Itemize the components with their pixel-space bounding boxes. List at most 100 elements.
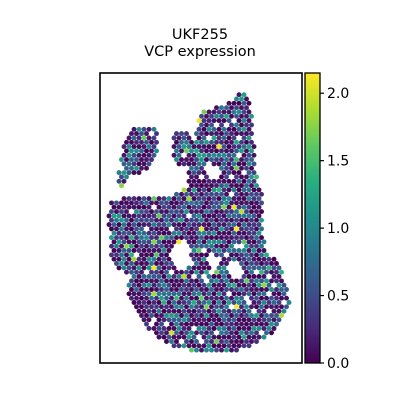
expression-spot [109,209,114,215]
expression-spot [221,256,227,262]
expression-spot [244,235,249,241]
expression-spot [246,187,252,193]
expression-spot [266,265,272,271]
expression-spot [241,308,247,314]
expression-spot [161,256,167,262]
expression-spot [206,213,212,219]
expression-spot [139,243,144,249]
expression-spot [229,217,234,223]
expression-spot [254,339,259,344]
expression-spot [129,261,134,266]
expression-spot [219,165,224,171]
expression-spot [144,252,149,258]
expression-spot [184,191,189,197]
expression-spot [226,152,232,158]
expression-spot [181,204,187,210]
expression-spot [251,256,257,262]
expression-spot [279,295,284,301]
expression-spot [284,287,289,292]
expression-spot [141,317,147,323]
expression-spot [241,152,247,158]
expression-spot [199,287,204,292]
expression-spot [256,239,262,245]
expression-spot [196,144,202,150]
expression-spot [166,334,172,340]
expression-spot [126,282,132,288]
expression-spot [164,287,169,292]
expression-spot [136,308,142,314]
expression-spot [136,152,142,158]
expression-spot [246,308,252,314]
expression-spot [221,222,227,228]
expression-spot [136,230,142,236]
expression-spot [119,261,124,266]
expression-spot [109,200,114,206]
expression-spot [214,131,219,137]
expression-spot [196,230,202,236]
expression-spot [211,308,217,314]
expression-spot [211,135,217,141]
expression-spot [246,326,252,331]
expression-spot [269,313,274,318]
expression-spot [136,274,142,279]
expression-spot [209,122,214,128]
expression-spot [206,274,212,279]
expression-spot [251,144,257,150]
expression-spot [219,226,224,232]
expression-spot [229,313,234,318]
expression-spot [226,144,232,150]
expression-spot [146,144,152,150]
expression-spot [239,304,244,310]
expression-spot [196,135,202,141]
expression-spot [166,239,172,245]
expression-spot [184,313,189,318]
expression-spot [119,200,124,206]
expression-spot [239,278,244,284]
expression-spot [244,165,249,171]
expression-spot [209,243,214,249]
expression-spot [231,300,237,305]
expression-spot [194,287,199,292]
expression-spot [166,230,172,236]
expression-spot [204,200,209,206]
expression-spot [241,161,247,167]
expression-spot [134,304,139,310]
expression-spot [221,152,227,158]
expression-spot [239,183,244,189]
expression-spot [174,295,179,301]
expression-spot [224,304,229,310]
expression-spot [204,252,209,258]
expression-spot [239,339,244,344]
expression-spot [199,183,204,189]
expression-spot [236,317,242,323]
expression-spot [161,317,167,323]
expression-spot [121,204,127,210]
colorbar-tick-label: 0.5 [327,289,349,305]
expression-spot [244,209,249,215]
expression-spot [149,235,154,241]
expression-spot [251,170,257,176]
expression-spot [236,161,242,167]
expression-spot [209,148,214,154]
expression-spot [224,183,229,189]
expression-spot [239,165,244,171]
expression-spot [171,204,177,210]
expression-spot [154,287,159,292]
expression-spot [236,300,242,305]
expression-spot [219,304,224,310]
expression-spot [249,191,254,197]
expression-spot [164,313,169,318]
expression-spot [134,139,139,145]
expression-spot [204,339,209,344]
expression-spot [139,235,144,241]
expression-spot [229,122,234,128]
expression-spot [201,126,207,132]
expression-spot [226,282,232,288]
expression-spot [246,170,252,176]
expression-spot [199,200,204,206]
expression-spot [241,317,247,323]
expression-spot [219,105,224,111]
expression-spot [231,196,237,202]
expression-spot [249,304,254,310]
expression-spot [224,330,229,336]
